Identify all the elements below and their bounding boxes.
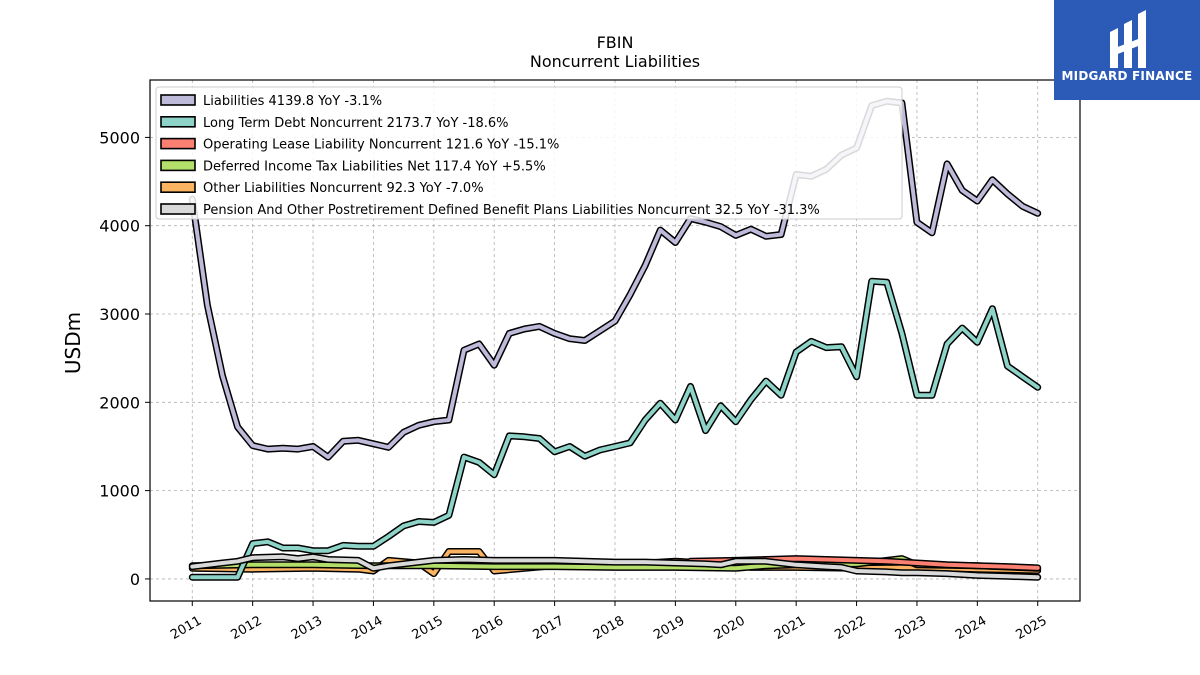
legend-swatch (160, 159, 196, 172)
y-tick-label: 5000 (99, 128, 140, 147)
chart-title: FBIN (597, 33, 634, 52)
series-line-3 (188, 277, 1042, 581)
legend-label: Pension And Other Postretirement Defined… (203, 203, 820, 218)
legend-swatch (160, 181, 196, 193)
x-tick-label: 2019 (651, 613, 687, 643)
x-tick-label: 2021 (772, 613, 808, 643)
y-tick-label: 2000 (99, 393, 140, 412)
logo-text: MIDGARD FINANCE (1061, 69, 1193, 83)
legend-swatch (160, 94, 196, 106)
series-stroke (190, 554, 1040, 580)
x-tick-label: 2017 (530, 613, 566, 643)
x-tick-label: 2012 (229, 613, 265, 643)
legend-label: Other Liabilities Noncurrent 92.3 YoY -7… (203, 181, 484, 196)
chart-subtitle: Noncurrent Liabilities (530, 52, 700, 71)
x-tick-label: 2025 (1014, 613, 1050, 643)
legend-swatch (160, 116, 196, 128)
x-tick-label: 2024 (953, 613, 989, 643)
x-tick-label: 2020 (712, 613, 748, 643)
y-tick-label: 4000 (99, 217, 140, 236)
legend-label: Operating Lease Liability Noncurrent 121… (203, 138, 559, 153)
y-axis-label: USDm (61, 312, 85, 374)
series-stroke (190, 279, 1040, 580)
legend-label: Liabilities 4139.8 YoY -3.1% (203, 94, 382, 109)
x-tick-label: 2013 (289, 613, 325, 643)
series-line-5 (188, 553, 1042, 581)
legend: Liabilities 4139.8 YoY -3.1% Long Term De… (155, 86, 903, 220)
x-tick-label: 2014 (349, 613, 385, 643)
brand-logo: MIDGARD FINANCE (1054, 0, 1200, 100)
x-tick-label: 2023 (893, 613, 929, 643)
x-tick-label: 2022 (832, 613, 868, 643)
x-tick-label: 2018 (591, 613, 627, 643)
legend-swatch (160, 203, 196, 215)
legend-swatch (160, 137, 196, 150)
y-tick-label: 0 (130, 570, 140, 589)
legend-box (155, 86, 903, 220)
x-tick-label: 2016 (470, 613, 506, 643)
x-tick-label: 2011 (168, 613, 204, 643)
y-tick-label: 3000 (99, 305, 140, 324)
x-tick-label: 2015 (410, 613, 446, 643)
legend-label: Deferred Income Tax Liabilities Net 117.… (203, 159, 546, 174)
legend-label: Long Term Debt Noncurrent 2173.7 YoY -18… (203, 116, 509, 131)
logo-mark-icon (1110, 10, 1146, 68)
y-tick-label: 1000 (99, 482, 140, 501)
